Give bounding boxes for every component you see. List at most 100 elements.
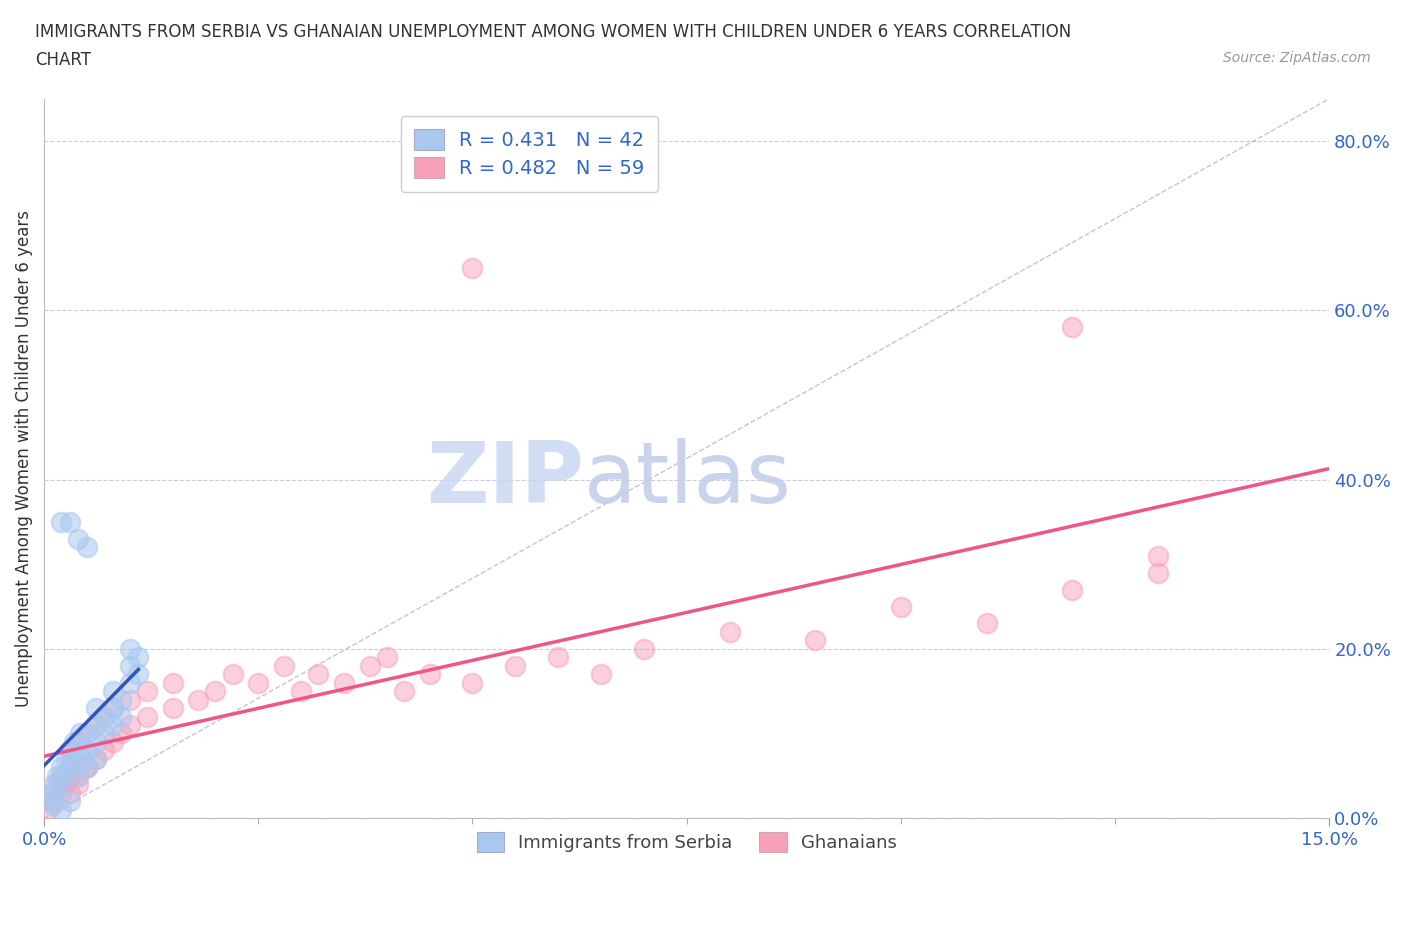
Point (505, 658, 527, 673)
Point (84, 751, 107, 766)
Point (93, 726, 115, 741)
Point (93, 743, 115, 758)
Point (589, 667, 612, 682)
Point (51, 768, 73, 783)
Point (419, 667, 441, 682)
Point (187, 692, 209, 707)
Point (307, 667, 329, 682)
Point (290, 684, 312, 698)
Point (93, 709, 115, 724)
Point (118, 658, 141, 673)
Point (84, 718, 107, 733)
Point (69, 726, 91, 741)
Point (273, 658, 295, 673)
Point (63, 751, 86, 766)
Point (461, 260, 484, 275)
Point (84, 751, 107, 766)
Point (890, 599, 912, 614)
Point (93, 709, 115, 724)
Point (67, 777, 90, 791)
Point (55, 777, 77, 791)
Point (76, 726, 98, 741)
Point (51, 514, 73, 529)
Point (135, 709, 157, 724)
Text: IMMIGRANTS FROM SERBIA VS GHANAIAN UNEMPLOYMENT AMONG WOMEN WITH CHILDREN UNDER : IMMIGRANTS FROM SERBIA VS GHANAIAN UNEMP… (35, 23, 1071, 41)
Point (41, 793, 63, 808)
Point (48, 777, 70, 791)
Point (110, 709, 132, 724)
Point (118, 642, 141, 657)
Point (76, 760, 98, 775)
Point (101, 684, 124, 698)
Point (127, 650, 149, 665)
Point (51, 785, 73, 800)
Point (1147, 549, 1170, 564)
Point (41, 785, 63, 800)
Point (127, 667, 149, 682)
Point (804, 633, 827, 648)
Point (59, 760, 82, 775)
Point (359, 658, 381, 673)
Point (37, 803, 59, 817)
Point (76, 760, 98, 775)
Point (67, 743, 90, 758)
Point (84, 735, 107, 750)
Point (51, 777, 73, 791)
Point (67, 768, 90, 783)
Point (67, 768, 90, 783)
Point (375, 650, 398, 665)
Point (72, 751, 94, 766)
Point (118, 718, 141, 733)
Point (204, 684, 226, 698)
Point (51, 760, 73, 775)
Point (41, 793, 63, 808)
Point (76, 760, 98, 775)
Point (247, 675, 270, 690)
Point (101, 735, 124, 750)
Point (84, 700, 107, 715)
Point (76, 539, 98, 554)
Point (51, 803, 73, 817)
Point (1062, 582, 1084, 597)
Text: atlas: atlas (583, 438, 792, 522)
Text: ZIP: ZIP (426, 438, 583, 522)
Point (55, 751, 77, 766)
Point (84, 718, 107, 733)
Point (101, 700, 124, 715)
Point (101, 718, 124, 733)
Point (59, 793, 82, 808)
Point (67, 531, 90, 546)
Point (118, 675, 141, 690)
Legend: Immigrants from Serbia, Ghanaians: Immigrants from Serbia, Ghanaians (470, 825, 904, 859)
Point (67, 735, 90, 750)
Point (135, 684, 157, 698)
Point (59, 743, 82, 758)
Point (162, 675, 184, 690)
Point (221, 667, 243, 682)
Point (101, 700, 124, 715)
Point (59, 768, 82, 783)
Point (118, 692, 141, 707)
Point (41, 798, 63, 813)
Point (633, 642, 655, 657)
Point (1147, 565, 1170, 580)
Point (63, 735, 86, 750)
Point (59, 760, 82, 775)
Point (37, 793, 59, 808)
Y-axis label: Unemployment Among Women with Children Under 6 years: Unemployment Among Women with Children U… (15, 210, 32, 707)
Point (110, 692, 132, 707)
Text: Source: ZipAtlas.com: Source: ZipAtlas.com (1223, 51, 1371, 65)
Point (59, 785, 82, 800)
Text: CHART: CHART (35, 51, 91, 69)
Point (110, 726, 132, 741)
Point (46, 768, 69, 783)
Point (60, 751, 83, 766)
Point (718, 624, 741, 639)
Point (59, 743, 82, 758)
Point (461, 675, 484, 690)
Point (59, 514, 82, 529)
Point (1062, 320, 1084, 335)
Point (547, 650, 569, 665)
Point (392, 684, 415, 698)
Point (976, 616, 998, 631)
